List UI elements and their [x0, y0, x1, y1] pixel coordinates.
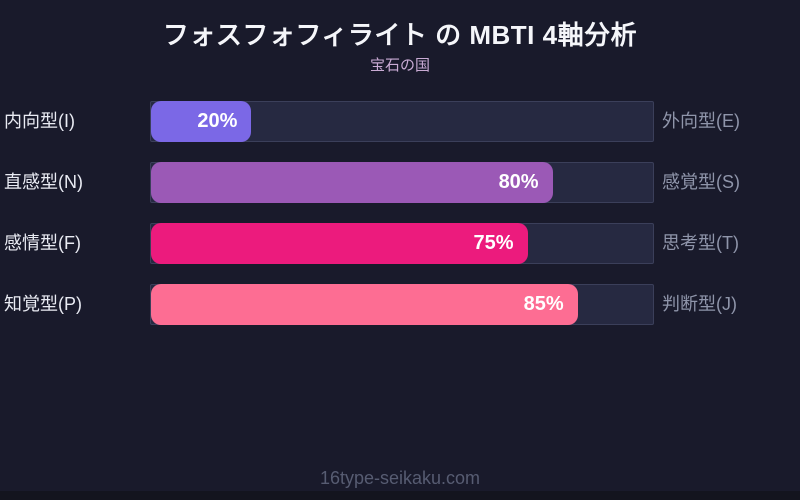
axis-left-label: 内向型(I) — [4, 111, 75, 131]
bar-track: 75% — [150, 223, 654, 264]
axis-left-label: 知覚型(P) — [4, 294, 82, 314]
page-title: フォスフォフィライト の MBTI 4軸分析 — [162, 20, 638, 50]
site-watermark: 16type-seikaku.com — [319, 468, 481, 488]
bar-value-label: 80% — [498, 171, 539, 193]
axis-right-label: 感覚型(S) — [662, 172, 740, 192]
page-subtitle: 宝石の国 — [369, 57, 430, 74]
axis-row-intuition-sensing: 直感型(N) 80% 感覚型(S) — [0, 162, 800, 203]
axis-left-label: 感情型(F) — [4, 233, 81, 253]
axis-row-feeling-thinking: 感情型(F) 75% 思考型(T) — [0, 223, 800, 264]
axis-row-perceiving-judging: 知覚型(P) 85% 判断型(J) — [0, 284, 800, 325]
bar-fill: 80% — [151, 162, 553, 203]
bar-fill: 75% — [151, 223, 528, 264]
bar-fill: 85% — [151, 284, 578, 325]
bar-track: 20% — [150, 101, 654, 142]
bar-value-label: 75% — [473, 232, 514, 254]
axis-right-label: 外向型(E) — [662, 111, 740, 131]
bottom-band — [0, 491, 800, 500]
bar-track: 85% — [150, 284, 654, 325]
bar-fill: 20% — [151, 101, 252, 142]
axis-right-label: 思考型(T) — [662, 233, 739, 253]
bar-value-label: 85% — [523, 293, 564, 315]
axis-left-label: 直感型(N) — [4, 172, 83, 192]
mbti-axis-chart: 内向型(I) 20% 外向型(E) 直感型(N) 80% 感覚型(S) 感情型(… — [0, 101, 800, 345]
bar-value-label: 20% — [197, 110, 238, 132]
axis-right-label: 判断型(J) — [662, 294, 737, 314]
axis-row-introvert-extrovert: 内向型(I) 20% 外向型(E) — [0, 101, 800, 142]
bar-track: 80% — [150, 162, 654, 203]
